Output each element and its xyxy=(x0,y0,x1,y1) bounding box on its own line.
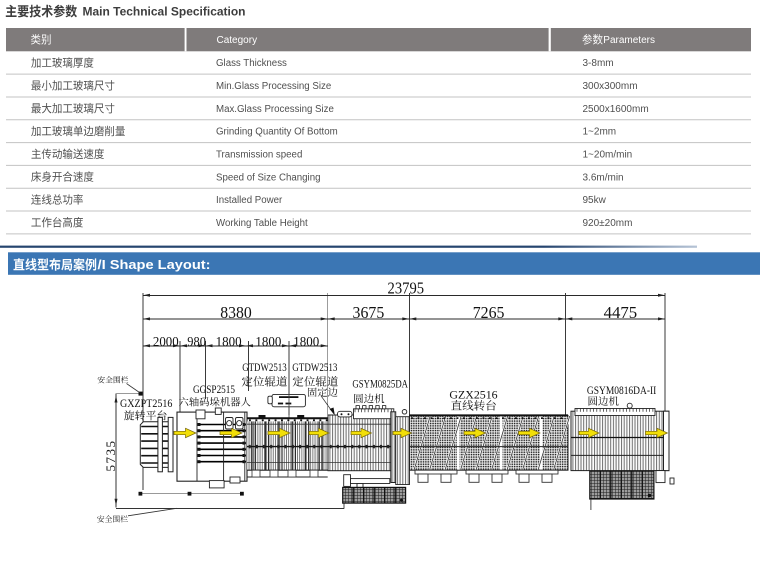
svg-text:4475: 4475 xyxy=(604,303,638,322)
svg-text:1800: 1800 xyxy=(255,334,281,349)
svg-text:GGSP2515: GGSP2515 xyxy=(193,384,235,396)
svg-text:GTDW2513: GTDW2513 xyxy=(242,362,287,374)
svg-text:1~20m/min: 1~20m/min xyxy=(583,149,633,160)
svg-text:95kw: 95kw xyxy=(583,195,607,206)
svg-text:GSYM0825DA: GSYM0825DA xyxy=(352,379,408,391)
svg-text:300x300mm: 300x300mm xyxy=(583,81,638,92)
svg-text:Grinding Quantity Of Bottom: Grinding Quantity Of Bottom xyxy=(216,127,338,138)
svg-text:Min.Glass Processing Size: Min.Glass Processing Size xyxy=(216,81,331,92)
svg-text:Installed Power: Installed Power xyxy=(216,195,283,206)
svg-text:GXZPT2516: GXZPT2516 xyxy=(120,398,173,410)
svg-text:3675: 3675 xyxy=(353,303,385,322)
svg-text:/I Shape Layout:: /I Shape Layout: xyxy=(98,257,211,272)
svg-text:920±20mm: 920±20mm xyxy=(583,218,633,229)
svg-text:GZX2516: GZX2516 xyxy=(449,387,497,401)
svg-text:7265: 7265 xyxy=(473,303,505,322)
svg-text:3.6m/min: 3.6m/min xyxy=(583,172,624,183)
svg-text:2500x1600mm: 2500x1600mm xyxy=(583,104,649,115)
svg-text:23795: 23795 xyxy=(388,278,425,297)
svg-text:1800: 1800 xyxy=(216,334,242,349)
svg-text:3-8mm: 3-8mm xyxy=(583,58,614,69)
svg-text:2000: 2000 xyxy=(153,334,179,349)
svg-text:Category: Category xyxy=(217,35,258,46)
svg-text:Transmission speed: Transmission speed xyxy=(216,149,302,160)
svg-text:1800: 1800 xyxy=(293,334,319,349)
svg-text:Glass Thickness: Glass Thickness xyxy=(216,58,287,69)
svg-text:Speed of Size Changing: Speed of Size Changing xyxy=(216,172,321,183)
svg-text:980: 980 xyxy=(187,334,206,349)
svg-text:Max.Glass Processing Size: Max.Glass Processing Size xyxy=(216,104,334,115)
svg-text:GTDW2513: GTDW2513 xyxy=(292,362,337,374)
svg-text:Main Technical Specification: Main Technical Specification xyxy=(83,5,246,19)
svg-text:Parameters: Parameters xyxy=(603,35,655,46)
svg-text:GSYM0816DA-II: GSYM0816DA-II xyxy=(587,385,657,397)
svg-text:8380: 8380 xyxy=(220,303,252,322)
svg-text:1~2mm: 1~2mm xyxy=(583,127,617,138)
svg-text:Working Table Height: Working Table Height xyxy=(216,218,308,229)
